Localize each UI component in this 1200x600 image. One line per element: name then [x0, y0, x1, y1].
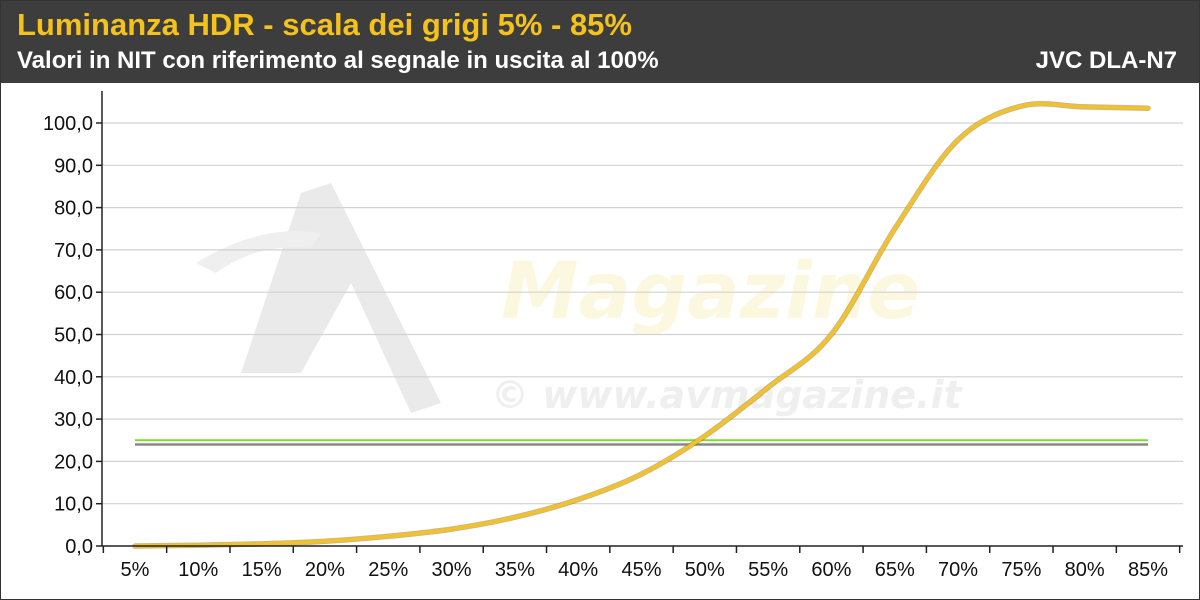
y-tick-label: 100,0 [43, 113, 93, 135]
luminance-data-point [703, 434, 707, 438]
y-tick-label: 80,0 [54, 198, 93, 220]
y-tick-label: 60,0 [54, 282, 93, 304]
x-tick-label: 55% [748, 559, 788, 581]
y-tick-label: 70,0 [54, 240, 93, 262]
luminance-data-point [323, 539, 327, 543]
x-tick-label: 80% [1065, 559, 1105, 581]
luminance-data-point [513, 515, 517, 519]
x-tick-label: 40% [558, 559, 598, 581]
y-axis-ticks: 0,0 10,0 20,0 30,0 40,0 50,0 60,0 70,0 80,0 90,0 1… [43, 113, 102, 558]
luminance-data-point [829, 332, 834, 337]
x-tick-label: 20% [305, 559, 345, 581]
luminance-chart: Magazine © www.avmagazine.it 0,010,020,0… [1, 83, 1199, 599]
x-tick-label: 70% [938, 559, 978, 581]
y-tick-label: 90,0 [54, 155, 93, 177]
y-tick-label: 0,0 [65, 536, 93, 558]
luminance-data-point [386, 534, 390, 538]
x-tick-label: 25% [368, 559, 408, 581]
luminance-data-point [956, 138, 960, 142]
watermark-url: © www.avmagazine.it [491, 373, 963, 417]
y-tick-label: 30,0 [54, 409, 93, 431]
luminance-data-point [576, 497, 580, 502]
luminance-data-point [1146, 106, 1150, 110]
x-tick-label: 10% [178, 559, 218, 581]
x-tick-label: 50% [685, 559, 725, 581]
chart-title: Luminanza HDR - scala dei grigi 5% - 85% [17, 7, 632, 42]
luminance-data-point [893, 227, 897, 231]
x-tick-label: 35% [495, 559, 535, 581]
x-tick-label: 5% [121, 559, 150, 581]
luminance-data-point [766, 385, 770, 389]
x-tick-label: 60% [811, 559, 851, 581]
x-tick-label: 45% [621, 559, 661, 581]
luminance-data-point [260, 542, 264, 546]
luminance-data-point [1083, 105, 1087, 109]
y-tick-label: 10,0 [54, 494, 93, 516]
device-name: JVC DLA-N7 [1035, 47, 1177, 74]
y-tick-label: 40,0 [54, 367, 93, 389]
chart-header: Luminanza HDR - scala dei grigi 5% - 85%… [1, 1, 1199, 83]
y-tick-label: 50,0 [54, 325, 93, 347]
chart-subtitle: Valori in NIT con riferimento al segnale… [17, 47, 659, 74]
grid-lines [102, 122, 1183, 505]
luminance-series [132, 101, 1151, 549]
x-axis-ticks: 5% 10% 15% 20% 25% 30% 35% 40% 45% 50% 55% 60% 65% 70… [102, 546, 1181, 581]
x-tick-label: 65% [875, 559, 915, 581]
reference-lines [135, 439, 1148, 446]
x-tick-label: 15% [242, 559, 282, 581]
x-tick-label: 85% [1128, 559, 1168, 581]
luminance-data-point [449, 527, 454, 531]
x-tick-label: 30% [432, 559, 472, 581]
luminance-data-point [1019, 104, 1023, 108]
x-tick-label: 75% [1001, 559, 1041, 581]
luminance-data-point [639, 472, 644, 476]
av-logo-swoosh [196, 231, 321, 273]
y-tick-label: 20,0 [54, 451, 93, 473]
